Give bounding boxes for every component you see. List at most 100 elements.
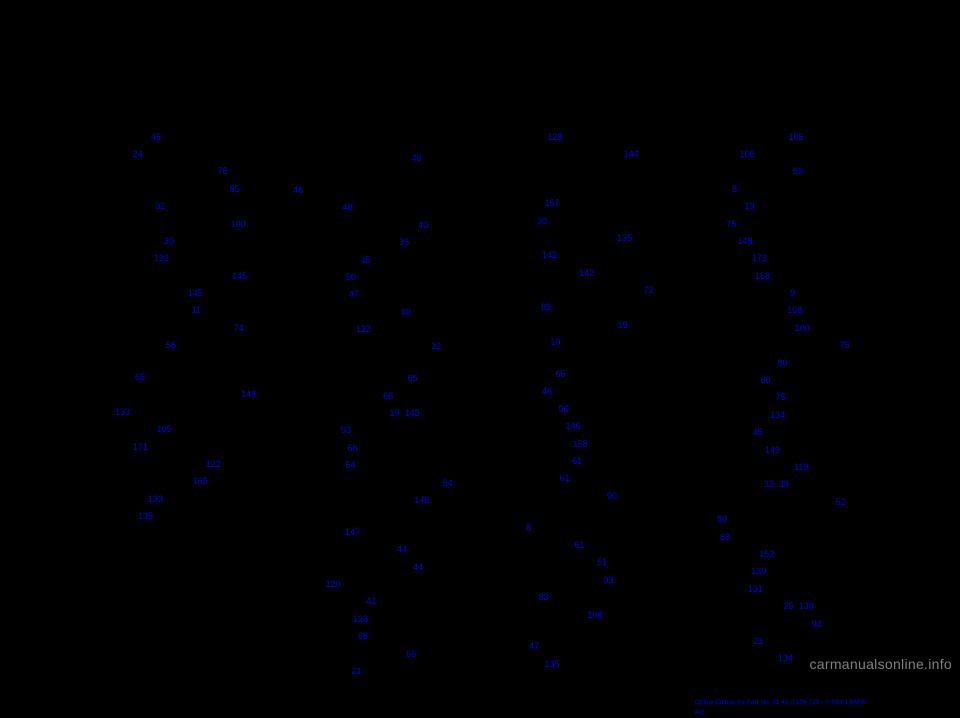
page-link[interactable]: 131 [748, 584, 763, 594]
page-link[interactable]: 11 [192, 305, 201, 315]
page-link[interactable]: 65 [556, 369, 566, 379]
page-link[interactable]: 100 [231, 219, 246, 229]
page-link[interactable]: 44 [397, 544, 407, 554]
page-link[interactable]: 47 [349, 289, 359, 299]
page-link[interactable]: 65 [135, 372, 145, 382]
page-link[interactable]: 83 [541, 302, 551, 312]
page-link[interactable]: 135 [138, 511, 153, 521]
page-link[interactable]: 108 [787, 305, 802, 315]
page-link[interactable]: 66 [358, 631, 368, 641]
page-link[interactable]: 122 [356, 324, 371, 334]
page-link[interactable]: 152 [759, 549, 774, 559]
page-link[interactable]: 49 [401, 307, 411, 317]
page-link[interactable]: 128 [353, 614, 368, 624]
page-link[interactable]: 144 [624, 149, 639, 159]
page-link[interactable]: 135 [545, 659, 560, 669]
page-link[interactable]: 75 [727, 219, 737, 229]
page-link[interactable]: 44 [413, 562, 423, 572]
page-link[interactable]: 142 [542, 250, 557, 260]
page-link[interactable]: 61 [572, 456, 582, 466]
page-link[interactable]: 9 [790, 288, 795, 298]
page-link[interactable]: 80 [761, 375, 771, 385]
page-link[interactable]: 32 [156, 201, 166, 211]
page-link[interactable]: 149 [765, 445, 780, 455]
page-link[interactable]: 100 [795, 323, 810, 333]
page-link[interactable]: 25 [784, 601, 794, 611]
page-link[interactable]: 96 [559, 404, 569, 414]
page-link[interactable]: 74 [234, 323, 244, 333]
page-link[interactable]: 39 [779, 479, 789, 489]
page-link[interactable]: 19 [551, 337, 561, 347]
page-link[interactable]: 19 [390, 408, 400, 418]
page-link[interactable]: 45 [361, 255, 371, 265]
page-link[interactable]: 41 [367, 596, 377, 606]
page-link[interactable]: 142 [579, 268, 594, 278]
page-link[interactable]: 133 [148, 494, 163, 504]
page-link[interactable]: 54 [443, 478, 453, 488]
page-link[interactable]: 21 [352, 666, 362, 676]
page-link[interactable]: 30 [164, 236, 174, 246]
page-link[interactable]: 49 [412, 153, 422, 163]
page-link[interactable]: 19 [745, 201, 755, 211]
page-link[interactable]: 8 [526, 523, 531, 533]
page-link[interactable]: 146 [566, 421, 581, 431]
page-link[interactable]: 80 [717, 514, 727, 524]
page-link[interactable]: 158 [573, 439, 588, 449]
page-link[interactable]: 146 [414, 495, 429, 505]
page-link[interactable]: 75 [776, 392, 786, 402]
page-link[interactable]: 90 [607, 491, 617, 501]
page-link[interactable]: 80 [778, 358, 788, 368]
page-link[interactable]: 48 [343, 202, 353, 212]
page-link[interactable]: 61 [560, 473, 570, 483]
page-link[interactable]: 130 [799, 601, 814, 611]
page-link[interactable]: 93 [604, 575, 614, 585]
page-link[interactable]: 46 [542, 386, 552, 396]
page-link[interactable]: 62 [793, 166, 803, 176]
page-link[interactable]: 32 [764, 479, 774, 489]
page-link[interactable]: 54 [346, 460, 356, 470]
page-link[interactable]: 35 [399, 237, 409, 247]
page-link[interactable]: 148 [241, 389, 256, 399]
page-link[interactable]: 19 [618, 320, 628, 330]
page-link[interactable]: 68 [348, 443, 358, 453]
page-link[interactable]: 93 [341, 425, 351, 435]
page-link[interactable]: 173 [752, 253, 767, 263]
page-link[interactable]: 65 [408, 373, 418, 383]
page-link[interactable]: 75 [840, 340, 850, 350]
page-link[interactable]: 105 [157, 424, 172, 434]
page-link[interactable]: 108 [588, 610, 603, 620]
page-link[interactable]: 45 [151, 132, 161, 142]
page-link[interactable]: 21 [754, 636, 764, 646]
page-link[interactable]: 47 [529, 641, 539, 651]
page-link[interactable]: 143 [405, 408, 420, 418]
page-link[interactable]: 128 [548, 132, 563, 142]
page-link[interactable]: 56 [166, 340, 176, 350]
page-link[interactable]: 32 [431, 341, 441, 351]
page-link[interactable]: 85 [230, 184, 240, 194]
page-link[interactable]: 105 [789, 132, 804, 142]
page-link[interactable]: 52 [836, 497, 846, 507]
page-link[interactable]: 171 [133, 442, 148, 452]
page-link[interactable]: 30 [537, 216, 547, 226]
page-link[interactable]: 122 [206, 459, 221, 469]
page-link[interactable]: 160 [193, 476, 208, 486]
page-link[interactable]: 75 [218, 166, 228, 176]
page-link[interactable]: 45 [753, 427, 763, 437]
page-link[interactable]: 106 [740, 149, 755, 159]
page-link[interactable]: 157 [545, 198, 560, 208]
page-link[interactable]: 145 [232, 271, 247, 281]
page-link[interactable]: 8 [732, 184, 737, 194]
page-link[interactable]: 130 [751, 566, 766, 576]
page-link[interactable]: 48 [293, 185, 303, 195]
page-link[interactable]: 40 [418, 220, 428, 230]
page-link[interactable]: 134 [778, 653, 793, 663]
page-link[interactable]: 83 [720, 532, 730, 542]
page-link[interactable]: 66 [406, 649, 416, 659]
page-link[interactable]: 61 [575, 540, 585, 550]
page-link[interactable]: 132 [154, 253, 169, 263]
page-link[interactable]: 133 [115, 407, 130, 417]
page-link[interactable]: 168 [755, 271, 770, 281]
page-link[interactable]: 147 [345, 527, 360, 537]
page-link[interactable]: 24 [133, 149, 143, 159]
page-link[interactable]: 83 [539, 592, 549, 602]
